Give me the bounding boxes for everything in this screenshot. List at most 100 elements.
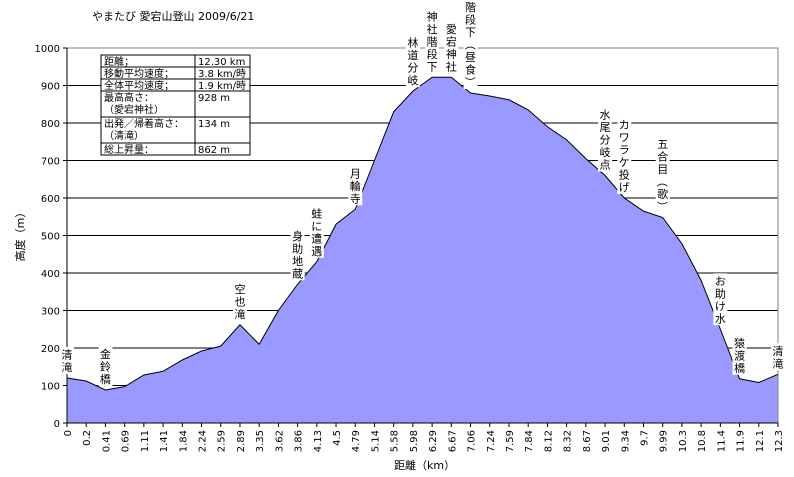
info-label: 移動平均速度； [104,67,174,80]
x-tick-label: 4.5 [332,430,343,446]
annotation-char: ） [656,201,669,212]
annotation-bg [713,273,728,326]
info-value: 928 m [198,93,230,104]
annotation-bg [232,281,247,321]
annotation-char: ラ [619,144,630,157]
x-tick-label: 0.69 [121,430,132,452]
annotation-char: 遭 [311,231,322,245]
annotation-char: 社 [465,0,476,2]
annotation-char: 下 [465,26,476,39]
info-label: 最高高さ： [104,91,154,104]
annotation-char: 蛙 [311,207,322,220]
y-tick-label: 400 [41,269,60,280]
y-tick-label: 900 [41,82,60,93]
x-tick-label: 10.3 [678,430,689,452]
annotation-char: 滝 [773,357,784,370]
info-label: 出発／帰着高さ： [104,117,184,130]
x-tick-label: 3.86 [294,430,305,452]
annotation-char: 愛 [446,23,457,36]
annotation-bg [598,107,613,172]
annotation-bg [309,205,324,258]
annotation-char: 鈴 [100,360,111,374]
x-tick-labels: 0 0.2 0.41 0.69 1.11 1.41 1.84 2.24 2.59 2.89 3.35… [63,423,785,452]
annotation-char: 社 [427,22,438,36]
annotation-char: 段 [465,13,476,27]
annotation-char: 目 [657,163,668,176]
x-tick-label: 11.4 [716,430,727,452]
x-axis-title: 距離（km） [394,458,455,472]
x-tick-label: 7.06 [467,430,478,452]
annotation-char: 滝 [62,361,73,374]
x-tick-label: 0.2 [82,430,93,446]
annotation-char: ） [464,77,477,88]
annotation-char: 地 [292,255,303,268]
x-tick-label: 2.59 [217,430,228,452]
info-value: 12.30 km [198,57,245,68]
x-tick-label: 8.67 [582,430,593,452]
x-tick-label: 1.11 [140,430,151,452]
y-tick-label: 1000 [35,44,60,55]
x-tick-label: 9.99 [659,430,670,452]
annotation-char: 橋 [734,361,745,375]
annotation-bg [444,21,459,74]
annotation-bg [732,335,747,375]
annotation-char: 合 [657,150,668,164]
annotation-char: 歌 [657,187,668,201]
x-tick-label: 0 [63,430,74,436]
annotation-char: 下 [427,60,438,73]
annotation-char: 橋 [100,372,111,386]
y-tick-label: 200 [41,344,60,355]
x-tick-label: 7.84 [524,430,535,452]
x-tick-label: 6.67 [447,430,458,452]
annotation-char: 滝 [234,308,245,321]
x-tick-label: 12.3 [774,430,785,452]
annotation-char: け [715,300,726,313]
annotation-bg [771,343,785,371]
annotation-char: 也 [234,295,245,308]
y-tick-label: 0 [54,419,60,430]
x-tick-label: 10.8 [697,430,708,452]
chart-title: やまたび 愛宕山登山 2009/6/21 [92,9,254,23]
annotation-char: 食 [465,63,476,77]
annotation-char: 社 [446,59,457,73]
elevation-area [66,76,779,424]
annotation-char: に [311,220,322,233]
annotation-bg [463,0,478,89]
annotation-char: 階 [465,0,476,14]
annotation-bg [405,35,420,88]
x-tick-label: 8.32 [563,430,574,452]
annotation-char: 金 [100,347,111,361]
annotation-char: 遇 [311,245,322,258]
x-tick-label: 3.35 [255,430,266,452]
x-tick-label: 5.58 [390,430,401,452]
annotation-bg [98,346,113,386]
x-tick-label: 2.24 [198,430,209,452]
x-tick-label: 5.14 [370,430,381,452]
annotation-char: 段 [427,47,438,61]
info-label: （愛宕神社） [104,103,164,116]
x-tick-label: 3.62 [274,430,285,452]
annotation-char: 分 [407,62,418,75]
annotation-char: （ [656,176,669,187]
annotation-bg [425,8,440,74]
annotation-char: 宕 [446,34,457,48]
annotation-char: 岐 [600,146,611,159]
x-tick-label: 8.12 [543,430,554,452]
y-axis-title: 高度（m） [13,207,27,262]
annotation-char: 水 [715,312,726,325]
annotation-char: 清 [773,345,784,358]
annotation-char: 渡 [734,348,745,362]
x-tick-label: 9.7 [639,430,650,446]
y-tick-label: 700 [41,157,60,168]
annotation-char: 道 [407,48,418,62]
annotation-char: ケ [619,156,630,169]
x-tick-label: 9.01 [601,430,612,452]
annotation-char: （ [464,39,477,50]
info-value: 862 m [198,145,230,156]
y-tick-label: 300 [41,307,60,318]
annotation-char: 助 [292,241,303,255]
x-tick-label: 12.1 [755,430,766,452]
info-label: （清滝） [104,129,144,142]
